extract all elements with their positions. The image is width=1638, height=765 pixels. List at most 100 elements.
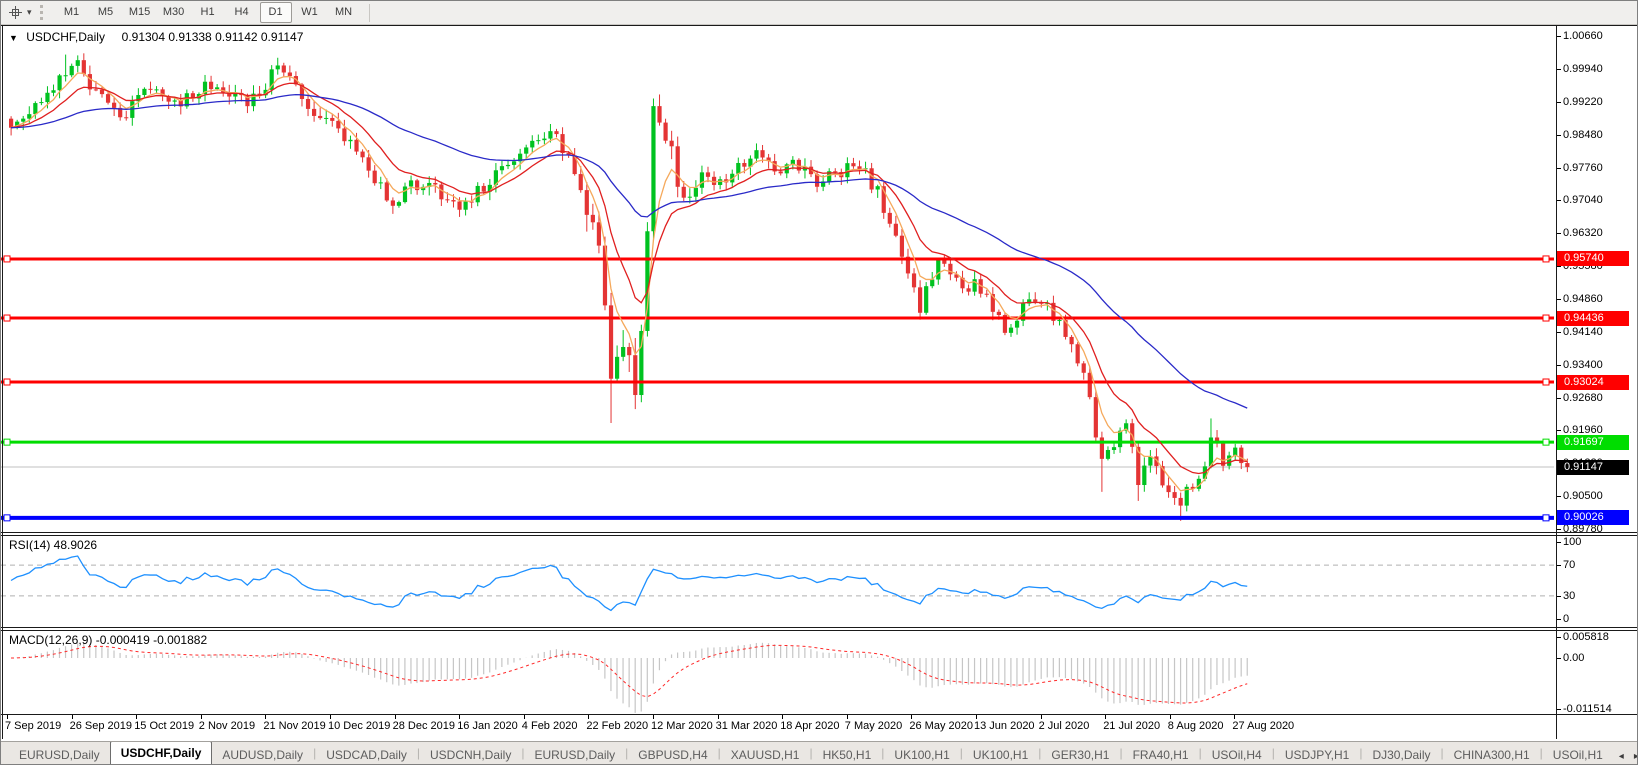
candle-body bbox=[572, 155, 577, 175]
timeframe-button-m30[interactable]: M30 bbox=[162, 6, 185, 18]
date-label: 27 Aug 2020 bbox=[1232, 720, 1295, 732]
line-handle[interactable] bbox=[1542, 514, 1550, 522]
chart-tab-ger30-h1[interactable]: GER30,H1 bbox=[1051, 748, 1110, 762]
date-tick-mark bbox=[717, 715, 719, 719]
chart-tab-fra40-h1[interactable]: FRA40,H1 bbox=[1132, 748, 1189, 762]
tab-scroll-left-icon[interactable]: ◂ bbox=[1618, 751, 1624, 762]
candle-body bbox=[57, 75, 62, 91]
timeframe-button-w1[interactable]: W1 bbox=[301, 6, 318, 18]
chart-tab-audusd-daily[interactable]: AUDUSD,Daily bbox=[222, 748, 304, 762]
chart-tab-hk50-h1[interactable]: HK50,H1 bbox=[822, 748, 872, 762]
timeframe-button-mn[interactable]: MN bbox=[334, 6, 353, 18]
chart-tab-dj30-daily[interactable]: DJ30,Daily bbox=[1372, 748, 1431, 762]
candle-body bbox=[990, 294, 995, 312]
candle-body bbox=[33, 103, 38, 115]
candle-body bbox=[39, 102, 44, 104]
date-label: 16 Jan 2020 bbox=[457, 720, 518, 732]
candle-body bbox=[566, 153, 571, 156]
line-handle[interactable] bbox=[3, 378, 11, 386]
date-tick-mark bbox=[1169, 715, 1171, 719]
chart-tab-usdcnh-daily[interactable]: USDCNH,Daily bbox=[430, 748, 512, 762]
candle-body bbox=[221, 87, 226, 93]
candle-body bbox=[63, 75, 68, 77]
toolbar-grip[interactable] bbox=[39, 5, 47, 20]
candle-body bbox=[330, 117, 335, 121]
timeframe-button-m15[interactable]: M15 bbox=[128, 6, 151, 18]
tab-separator: | bbox=[1440, 745, 1444, 760]
chart-tab-eurusd-daily[interactable]: EURUSD,Daily bbox=[19, 748, 100, 762]
line-handle[interactable] bbox=[1542, 255, 1550, 263]
candle-body bbox=[415, 180, 420, 191]
candle-body bbox=[851, 163, 856, 167]
crosshair-icon[interactable] bbox=[5, 4, 25, 22]
candle-body bbox=[154, 89, 159, 91]
candle-body bbox=[893, 223, 898, 236]
main-rsi-separator-b[interactable] bbox=[1, 535, 1637, 536]
candle-body bbox=[796, 159, 801, 171]
date-label: 7 Sep 2019 bbox=[5, 720, 62, 732]
rsi-macd-separator-b[interactable] bbox=[1, 630, 1637, 631]
price-tick-mark bbox=[1557, 266, 1561, 268]
chart-tab-usdjpy-h1[interactable]: USDJPY,H1 bbox=[1284, 748, 1350, 762]
line-handle[interactable] bbox=[3, 314, 11, 322]
candle-body bbox=[433, 182, 438, 185]
rsi-indicator-label: RSI(14) 48.9026 bbox=[9, 538, 98, 552]
candle-body bbox=[790, 159, 795, 165]
chart-tab-usdchf-daily[interactable]: USDCHF,Daily bbox=[109, 742, 213, 764]
price-tick-mark bbox=[1557, 298, 1561, 300]
timeframe-button-h4[interactable]: H4 bbox=[234, 6, 249, 18]
chart-tab-usoil-h4[interactable]: USOil,H4 bbox=[1211, 748, 1262, 762]
chart-tab-china300-h1[interactable]: CHINA300,H1 bbox=[1453, 748, 1530, 762]
candle-body bbox=[499, 166, 505, 171]
timeframe-button-d1[interactable]: D1 bbox=[259, 2, 292, 23]
timeframe-button-m1[interactable]: M1 bbox=[63, 6, 80, 18]
line-handle[interactable] bbox=[1542, 438, 1550, 446]
rsi-macd-separator-a[interactable] bbox=[1, 627, 1637, 628]
rsi-panel-canvas[interactable] bbox=[1, 535, 1556, 627]
candle-body bbox=[748, 158, 753, 167]
candle-body bbox=[778, 171, 783, 174]
candle-body bbox=[887, 212, 892, 224]
price-tick-label: 0.96320 bbox=[1563, 227, 1603, 240]
candle-body bbox=[257, 93, 262, 96]
timeframe-button-m5[interactable]: M5 bbox=[97, 6, 114, 18]
candle-body bbox=[1184, 486, 1189, 506]
candle-body bbox=[1099, 437, 1104, 459]
rsi-tick-mark bbox=[1557, 619, 1561, 620]
line-handle[interactable] bbox=[3, 255, 11, 263]
timeframe-button-h1[interactable]: H1 bbox=[200, 6, 215, 18]
collapse-chart-icon[interactable]: ▼ bbox=[9, 33, 18, 43]
date-label: 18 Apr 2020 bbox=[780, 720, 840, 732]
chart-tab-xauusd-h1[interactable]: XAUUSD,H1 bbox=[730, 748, 800, 762]
line-handle[interactable] bbox=[1542, 314, 1550, 322]
macd-panel-canvas[interactable] bbox=[1, 630, 1556, 714]
candle-body bbox=[978, 279, 983, 294]
candle-body bbox=[172, 100, 177, 102]
candle-body bbox=[960, 277, 965, 289]
main-rsi-separator-a[interactable] bbox=[1, 532, 1637, 533]
line-handle[interactable] bbox=[3, 514, 11, 522]
chart-tab-eurusd-daily[interactable]: EURUSD,Daily bbox=[534, 748, 616, 762]
level-price-tag: 0.95740 bbox=[1557, 251, 1629, 267]
candle-body bbox=[312, 108, 317, 116]
tab-separator: | bbox=[521, 745, 525, 760]
price-chart-canvas[interactable] bbox=[1, 25, 1556, 532]
candle-body bbox=[402, 186, 408, 203]
line-handle[interactable] bbox=[3, 438, 11, 446]
chart-tab-uk100-h1[interactable]: UK100,H1 bbox=[972, 748, 1029, 762]
line-handle[interactable] bbox=[1542, 378, 1550, 386]
candle-body bbox=[287, 72, 292, 77]
candle-body bbox=[681, 186, 686, 198]
candle-body bbox=[366, 157, 371, 171]
chart-tab-usoil-h1[interactable]: USOil,H1 bbox=[1552, 748, 1603, 762]
ma-line-fast bbox=[10, 72, 1248, 492]
chart-tab-gbpusd-h4[interactable]: GBPUSD,H4 bbox=[638, 748, 708, 762]
chart-tab-usdcad-daily[interactable]: USDCAD,Daily bbox=[326, 748, 407, 762]
date-label: 7 May 2020 bbox=[844, 720, 903, 732]
tab-scroll-right-icon[interactable]: ▸ bbox=[1634, 751, 1637, 762]
chart-tab-uk100-h1[interactable]: UK100,H1 bbox=[894, 748, 950, 762]
candle-body bbox=[457, 201, 462, 210]
caret-down-icon[interactable]: ▾ bbox=[27, 7, 32, 17]
candle-body bbox=[69, 65, 74, 76]
